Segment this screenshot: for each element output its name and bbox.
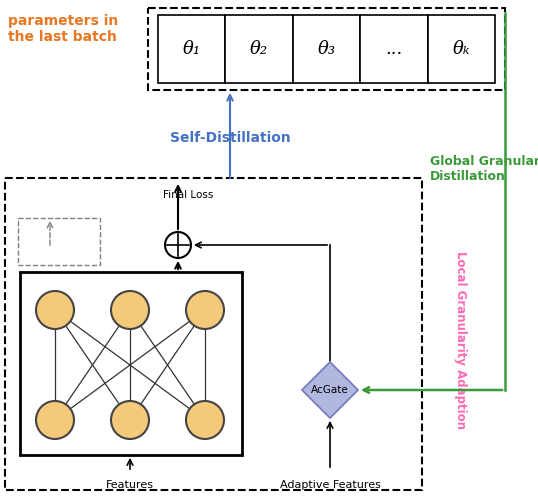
Bar (18, 218, 100, 265)
Circle shape (186, 401, 224, 439)
Text: Features: Features (106, 480, 154, 490)
Text: Predict Score: Predict Score (20, 220, 84, 230)
Bar (428, 15, 495, 83)
Text: θ₁: θ₁ (182, 40, 201, 58)
Text: ...: ... (385, 40, 402, 58)
Text: parameters in
the last batch: parameters in the last batch (8, 14, 118, 44)
Bar (5, 178, 422, 490)
Circle shape (186, 291, 224, 329)
Circle shape (36, 291, 74, 329)
Text: θ₃: θ₃ (317, 40, 336, 58)
Bar (225, 15, 293, 83)
Text: Final Loss: Final Loss (163, 190, 214, 200)
Circle shape (36, 401, 74, 439)
Bar (293, 15, 360, 83)
Text: Local Granularity Adaption: Local Granularity Adaption (454, 251, 466, 429)
Text: Global Granularity
Distillation: Global Granularity Distillation (430, 155, 538, 183)
Text: AcGate: AcGate (311, 385, 349, 395)
Polygon shape (302, 362, 358, 418)
Bar (20, 272, 242, 455)
Text: Adaptive Features: Adaptive Features (280, 480, 380, 490)
Text: θ₂: θ₂ (250, 40, 268, 58)
Bar (148, 8, 505, 90)
Text: Self-Distillation: Self-Distillation (169, 131, 291, 145)
Text: θₖ: θₖ (452, 40, 470, 58)
Circle shape (165, 232, 191, 258)
Circle shape (111, 401, 149, 439)
Bar (360, 15, 428, 83)
Circle shape (111, 291, 149, 329)
Bar (158, 15, 225, 83)
